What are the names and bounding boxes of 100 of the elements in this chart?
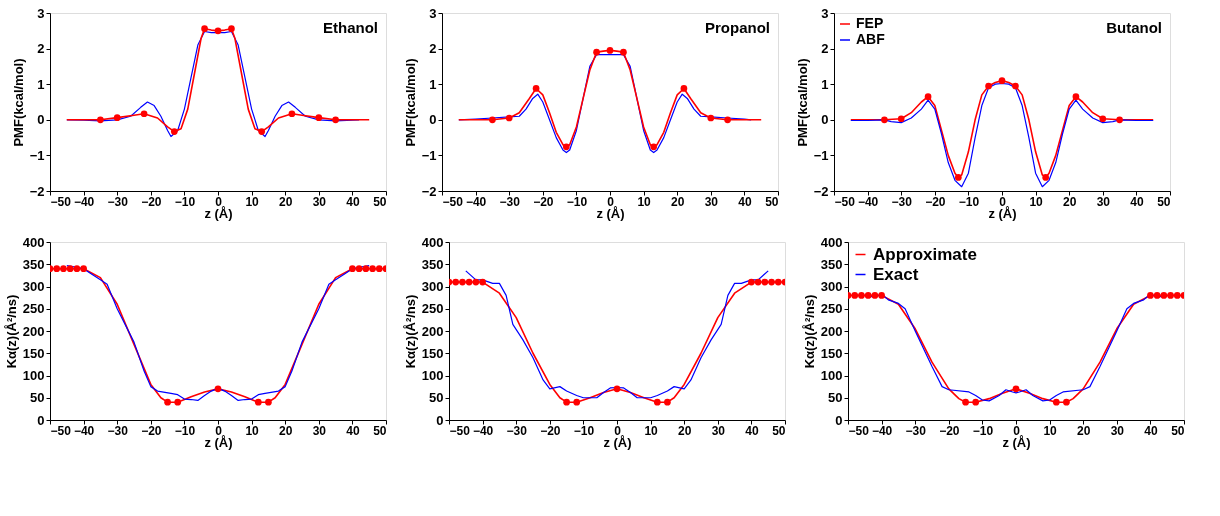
y-tick-label: −2 (421, 183, 437, 199)
point (228, 25, 235, 33)
y-axis-title: PMF(kcal/mol) (794, 58, 810, 147)
line-series (465, 270, 769, 399)
x-tick-label: −20 (141, 423, 162, 438)
y-tick-label: 400 (421, 234, 444, 250)
x-tick-label: −30 (506, 423, 528, 438)
y-axis-title: Kα(z)(Å²/ns) (3, 294, 19, 369)
x-tick-label: 50 (772, 423, 786, 438)
x-tick-label: 20 (678, 423, 692, 438)
y-tick-label: 1 (37, 76, 45, 92)
x-tick-label: −20 (925, 194, 946, 209)
point (878, 292, 885, 299)
x-tick-label: −50 (50, 194, 72, 209)
point (73, 265, 81, 273)
y-tick-label: 1 (821, 76, 829, 92)
x-tick-label: −40 (465, 194, 487, 209)
y-tick-label: −1 (29, 147, 45, 163)
y-tick-label: 1 (429, 76, 437, 92)
point (140, 110, 148, 118)
point (613, 385, 621, 393)
point (650, 143, 658, 151)
x-tick-label: −50 (834, 194, 856, 209)
point (593, 48, 600, 56)
y-tick-label: 50 (828, 390, 843, 406)
y-tick-label: 150 (22, 345, 45, 361)
point (998, 77, 1006, 84)
y-axis-title: PMF(kcal/mol) (402, 58, 418, 147)
x-tick-label: −40 (472, 423, 494, 438)
x-tick-label: 20 (279, 194, 293, 209)
x-tick-label: 10 (644, 423, 659, 438)
x-tick-label: −20 (533, 194, 554, 209)
annotation: Butanol (1106, 19, 1162, 36)
point (562, 143, 570, 151)
x-tick-label: 30 (312, 423, 327, 438)
point (761, 278, 769, 286)
point (315, 114, 323, 122)
y-tick-label: 0 (37, 412, 45, 428)
point (288, 110, 296, 118)
x-tick-label: −50 (442, 194, 464, 209)
point (680, 85, 688, 92)
x-tick-label: 30 (312, 194, 327, 209)
x-tick-label: 50 (373, 423, 387, 438)
y-tick-label: 50 (30, 390, 45, 406)
point (1173, 292, 1181, 299)
x-tick-label: 40 (1130, 194, 1144, 209)
y-tick-label: 0 (37, 112, 45, 128)
point (60, 265, 67, 273)
point (369, 265, 376, 273)
point (362, 265, 370, 273)
point (724, 116, 731, 124)
point (1042, 174, 1050, 181)
point (864, 292, 872, 299)
y-tick-label: 300 (820, 279, 843, 294)
point (768, 278, 775, 286)
point (707, 114, 715, 122)
y-tick-label: 150 (421, 345, 444, 361)
point (620, 48, 627, 56)
y-tick-label: 150 (820, 345, 843, 361)
y-tick-label: 300 (22, 279, 45, 294)
point (664, 398, 671, 406)
x-tick-label: −50 (449, 423, 471, 438)
point (472, 278, 480, 286)
x-tick-label: 20 (1077, 423, 1091, 438)
point (479, 278, 486, 286)
point (265, 398, 272, 406)
point (573, 398, 581, 406)
point (954, 174, 962, 181)
point (258, 128, 266, 135)
y-tick-label: −1 (813, 147, 829, 163)
point (164, 398, 171, 406)
legend-label: ABF (856, 31, 886, 47)
x-tick-label: −20 (141, 194, 162, 209)
x-tick-label: −30 (891, 194, 913, 209)
x-tick-label: −20 (540, 423, 561, 438)
x-tick-label: 10 (245, 194, 260, 209)
annotation: Propanol (704, 19, 770, 36)
point (924, 93, 932, 101)
x-tick-label: 20 (671, 194, 685, 209)
x-tick-label: −10 (566, 194, 588, 209)
point (80, 265, 87, 273)
y-tick-label: 2 (821, 41, 829, 57)
x-tick-label: 30 (711, 423, 726, 438)
y-tick-label: −1 (421, 147, 437, 163)
point (606, 47, 614, 54)
x-tick-label: −10 (174, 423, 196, 438)
x-tick-label: 50 (1171, 423, 1185, 438)
y-tick-label: 300 (421, 279, 444, 294)
point (532, 85, 540, 92)
point (1072, 93, 1080, 101)
y-tick-label: 400 (22, 234, 45, 250)
point (653, 398, 661, 406)
point (1147, 292, 1154, 299)
point (754, 278, 762, 286)
point (1160, 292, 1168, 299)
x-tick-label: 30 (1096, 194, 1111, 209)
point (962, 398, 969, 406)
x-tick-label: −30 (499, 194, 521, 209)
x-tick-label: −20 (939, 423, 960, 438)
point (113, 114, 121, 122)
